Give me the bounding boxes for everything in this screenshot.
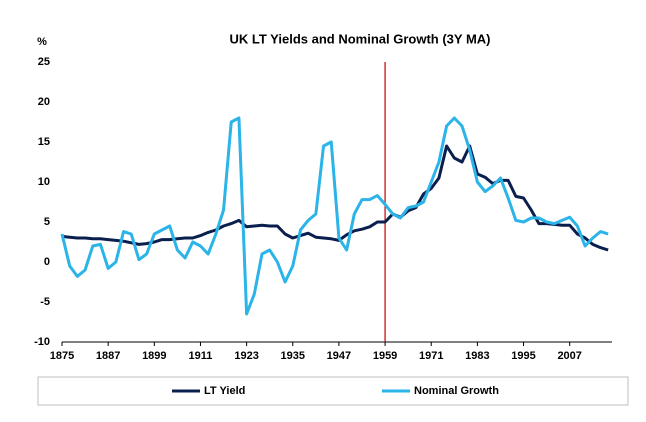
chart-title: UK LT Yields and Nominal Growth (3Y MA) [230, 31, 491, 46]
y-axis-label: % [37, 36, 47, 48]
legend-label: Nominal Growth [414, 385, 499, 397]
x-tick-label: 1887 [96, 350, 120, 362]
x-tick-label: 2007 [557, 350, 581, 362]
y-tick-label: 0 [44, 256, 50, 268]
series-line [61, 144, 609, 252]
series-line [60, 116, 609, 316]
x-tick-label: 1875 [50, 350, 74, 362]
x-tick-label: 1899 [142, 350, 166, 362]
x-tick-label: 1959 [373, 350, 397, 362]
legend-label: LT Yield [204, 385, 245, 397]
x-tick-label: 1911 [189, 350, 213, 362]
y-tick-label: 15 [38, 136, 50, 148]
y-tick-label: 5 [44, 216, 50, 228]
y-tick-label: -10 [34, 336, 50, 348]
x-tick-label: 1947 [327, 350, 351, 362]
x-tick-label: 1995 [511, 350, 535, 362]
legend-box [37, 376, 629, 406]
x-tick-label: 1923 [234, 350, 258, 362]
y-tick-label: 25 [38, 56, 50, 68]
x-tick-label: 1971 [419, 350, 443, 362]
x-tick-label: 1935 [281, 350, 305, 362]
y-tick-label: 10 [38, 176, 50, 188]
y-tick-label: -5 [40, 296, 50, 308]
x-tick-label: 1983 [465, 350, 489, 362]
y-tick-label: 20 [38, 96, 50, 108]
